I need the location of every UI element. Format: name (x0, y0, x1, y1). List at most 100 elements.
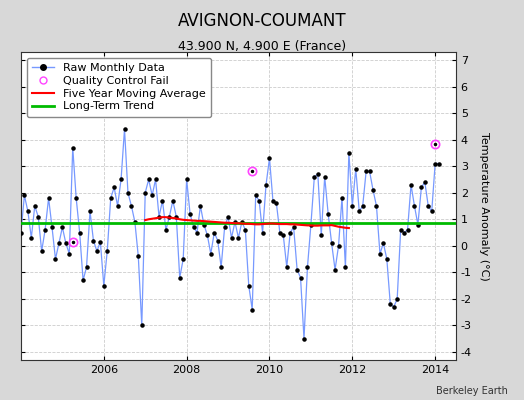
Point (138, 322, 146, 329)
Point (134, 253, 143, 260)
Point (417, 184, 425, 191)
Point (172, 214, 180, 220)
Y-axis label: Temperature Anomaly (°C): Temperature Anomaly (°C) (478, 132, 488, 280)
Point (106, 195, 115, 201)
Point (262, 182, 270, 188)
Point (276, 229, 284, 236)
Point (389, 304, 398, 310)
Point (89, 237, 97, 244)
Point (434, 160, 443, 167)
Point (65, 250, 73, 257)
Point (75, 229, 84, 236)
Point (203, 232, 212, 238)
Text: AVIGNON-COUMANT: AVIGNON-COUMANT (178, 12, 346, 30)
Point (54, 240, 63, 246)
Point (130, 219, 139, 225)
Point (27, 235, 36, 241)
Point (241, 227, 249, 233)
Point (193, 229, 201, 236)
Point (141, 190, 149, 196)
Point (293, 266, 301, 273)
Point (69, 144, 77, 151)
Point (245, 282, 253, 289)
Point (196, 203, 205, 209)
Point (303, 264, 312, 270)
Point (165, 214, 173, 220)
Point (286, 229, 294, 236)
Point (124, 190, 132, 196)
Point (82, 264, 91, 270)
Point (227, 235, 236, 241)
Point (358, 203, 367, 209)
Point (300, 336, 308, 342)
Point (100, 282, 108, 289)
Point (45, 195, 53, 201)
Point (352, 166, 360, 172)
Point (289, 224, 298, 230)
Point (310, 174, 319, 180)
Point (58, 224, 67, 230)
Point (431, 160, 439, 167)
Point (317, 232, 325, 238)
Point (110, 184, 118, 191)
Point (17, 229, 25, 236)
Point (41, 227, 49, 233)
Point (30, 203, 39, 209)
Point (314, 171, 322, 177)
Legend: Raw Monthly Data, Quality Control Fail, Five Year Moving Average, Long-Term Tren: Raw Monthly Data, Quality Control Fail, … (27, 58, 212, 117)
Point (96, 239, 105, 245)
Point (410, 203, 419, 209)
Point (338, 195, 346, 201)
Point (182, 176, 191, 183)
Point (372, 203, 380, 209)
Point (297, 274, 305, 281)
Point (258, 229, 267, 236)
Point (24, 208, 32, 214)
Point (20, 192, 29, 198)
Point (269, 198, 277, 204)
Point (255, 198, 264, 204)
Point (272, 200, 280, 206)
Point (217, 264, 225, 270)
Point (265, 155, 274, 162)
Text: 43.900 N, 4.900 E (France): 43.900 N, 4.900 E (France) (178, 40, 346, 53)
Point (345, 150, 353, 156)
Point (148, 192, 156, 198)
Point (279, 232, 288, 238)
Point (176, 274, 184, 281)
Point (86, 208, 94, 214)
Point (383, 256, 391, 262)
Point (231, 219, 239, 225)
Point (307, 221, 315, 228)
Point (379, 240, 388, 246)
Point (117, 176, 125, 183)
Point (348, 203, 356, 209)
Point (328, 240, 336, 246)
Point (248, 306, 256, 313)
Point (221, 224, 229, 230)
Point (403, 227, 412, 233)
Point (151, 176, 160, 183)
Point (113, 203, 122, 209)
Point (362, 168, 370, 175)
Point (407, 182, 415, 188)
Point (51, 256, 60, 262)
Point (365, 168, 374, 175)
Point (121, 126, 129, 132)
Point (206, 250, 215, 257)
Point (224, 214, 232, 220)
Point (355, 208, 364, 214)
Point (62, 240, 70, 246)
Point (38, 248, 46, 254)
Text: Berkeley Earth: Berkeley Earth (436, 386, 508, 396)
Point (103, 248, 112, 254)
Point (393, 296, 401, 302)
Point (414, 221, 422, 228)
Point (145, 176, 153, 183)
Point (79, 277, 88, 284)
Point (334, 243, 343, 249)
Point (428, 208, 436, 214)
Point (331, 266, 339, 273)
Point (162, 227, 170, 233)
Point (421, 179, 429, 185)
